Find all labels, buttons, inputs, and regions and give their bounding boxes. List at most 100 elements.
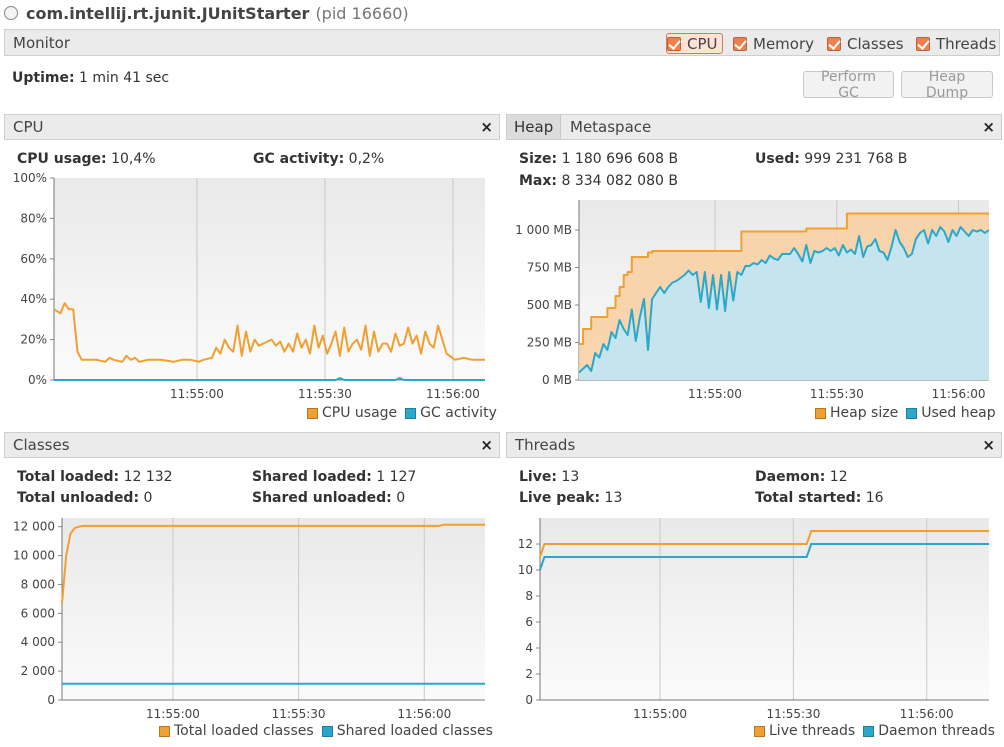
live-stat: Live: 13 <box>519 469 579 485</box>
daemon-stat: Daemon: 12 <box>755 469 848 485</box>
total-loaded-label: Total loaded: <box>17 469 120 485</box>
legend-swatch <box>906 407 918 419</box>
y-tick-label: 0 <box>525 693 533 707</box>
classes-panel-header: Classes × <box>4 432 500 458</box>
legend-cpu-usage: CPU usage <box>322 405 398 421</box>
monitor-label: Monitor <box>13 34 71 52</box>
daemon-value: 12 <box>829 469 848 485</box>
cpu-usage-value: 10,4% <box>111 151 156 167</box>
live-peak-label: Live peak: <box>519 490 601 506</box>
uptime-label: Uptime: <box>12 70 75 86</box>
close-icon[interactable]: × <box>480 436 493 454</box>
close-icon[interactable]: × <box>480 118 493 136</box>
live-peak-value: 13 <box>604 490 623 506</box>
y-tick-label: 2 000 <box>21 664 55 678</box>
legend-used-heap: Used heap <box>921 405 996 421</box>
shared-unloaded-label: Shared unloaded: <box>252 490 392 506</box>
window-radio-icon <box>4 6 18 20</box>
x-tick-label: 11:55:30 <box>810 387 864 401</box>
y-tick-label: 4 <box>525 641 533 655</box>
plot-background <box>54 178 485 380</box>
uptime: Uptime: 1 min 41 sec <box>12 70 169 86</box>
legend-shared-loaded: Shared loaded classes <box>336 723 493 739</box>
y-tick-label: 6 000 <box>21 606 55 620</box>
classes-checkbox[interactable]: Classes <box>827 33 904 54</box>
heap-used-stat: Used: 999 231 768 B <box>755 151 907 167</box>
heap-size-stat: Size: 1 180 696 608 B <box>519 151 678 167</box>
gc-activity-stat: GC activity: 0,2% <box>253 151 384 167</box>
perform-gc-button[interactable]: Perform GC <box>803 69 894 101</box>
cpu-panel-header: CPU × <box>4 114 500 140</box>
cpu-chart: 11:55:00 11:55:30 11:56:00 0% 20% 40% 60% 80% 10… <box>13 171 485 401</box>
total-started-stat: Total started: 16 <box>755 490 884 506</box>
daemon-label: Daemon: <box>755 469 826 485</box>
x-tick-label: 11:55:00 <box>688 387 742 401</box>
total-loaded-classes-series <box>61 523 485 604</box>
tab-metaspace[interactable]: Metaspace <box>570 118 652 136</box>
legend-swatch <box>405 407 417 419</box>
heap-max-value: 8 334 082 080 B <box>561 173 678 189</box>
process-pid: (pid 16660) <box>315 3 409 23</box>
legend-swatch <box>815 407 826 419</box>
heap-size-series <box>579 212 989 345</box>
heap-chart: 11:55:00 11:55:30 11:56:00 0 MB 250 MB 500 MB… <box>515 200 990 401</box>
shared-unloaded-stat: Shared unloaded: 0 <box>252 490 405 506</box>
y-tick-label: 2 <box>525 667 533 681</box>
shared-loaded-label: Shared loaded: <box>252 469 372 485</box>
x-tick-label: 11:55:30 <box>766 707 820 721</box>
heap-dump-button[interactable]: Heap Dump <box>901 69 993 101</box>
used-heap-series <box>578 226 990 374</box>
cpu-usage-stat: CPU usage: 10,4% <box>17 151 156 167</box>
total-started-label: Total started: <box>755 490 862 506</box>
daemon-threads-series <box>539 543 989 571</box>
threads-chart: 11:55:00 11:55:30 11:56:00 0 2 4 6 8 10 12 <box>518 518 989 721</box>
close-icon[interactable]: × <box>982 436 995 454</box>
y-tick-label: 8 <box>525 589 533 603</box>
total-unloaded-value: 0 <box>143 490 153 506</box>
legend-heap-size: Heap size <box>830 405 899 421</box>
y-tick-label: 12 <box>518 537 533 551</box>
window-title: com.intellij.rt.junit.JUnitStarter (pid … <box>4 2 409 24</box>
close-icon[interactable]: × <box>982 118 995 136</box>
gc-activity-label: GC activity: <box>253 151 345 167</box>
legend-swatch <box>159 725 170 737</box>
y-tick-label: 60% <box>20 252 47 266</box>
gc-activity-series <box>54 377 485 381</box>
heap-max-stat: Max: 8 334 082 080 B <box>519 173 678 189</box>
y-tick-label: 20% <box>20 333 47 347</box>
y-tick-label: 0 <box>47 693 55 707</box>
legend-live-threads: Live threads <box>769 723 856 739</box>
checkbox-checked-icon <box>916 36 930 51</box>
total-started-value: 16 <box>865 490 884 506</box>
classes-panel-title: Classes <box>13 436 70 454</box>
gc-activity-value: 0,2% <box>348 151 385 167</box>
heap-legend: Heap size Used heap <box>807 405 996 421</box>
threads-panel-title: Threads <box>515 436 576 454</box>
tab-heap[interactable]: Heap <box>507 115 562 139</box>
x-tick-label: 11:55:30 <box>272 707 326 721</box>
y-tick-label: 10 <box>518 563 533 577</box>
cpu-usage-label: CPU usage: <box>17 151 107 167</box>
cpu-checkbox[interactable]: CPU <box>666 33 723 54</box>
cpu-legend: CPU usage GC activity <box>299 405 497 421</box>
threads-checkbox-label: Threads <box>936 34 997 53</box>
cpu-usage-series <box>53 302 485 363</box>
threads-legend: Live threads Daemon threads <box>746 723 995 739</box>
y-tick-label: 1 000 MB <box>515 223 572 237</box>
y-tick-label: 4 000 <box>21 635 55 649</box>
total-loaded-value: 12 132 <box>123 469 173 485</box>
threads-checkbox[interactable]: Threads <box>916 33 996 54</box>
used-heap-area <box>579 227 989 380</box>
checkbox-checked-icon <box>667 36 681 51</box>
memory-checkbox[interactable]: Memory <box>733 33 814 54</box>
y-tick-label: 0 MB <box>542 373 572 387</box>
y-tick-label: 750 MB <box>527 261 572 275</box>
live-value: 13 <box>561 469 580 485</box>
legend-swatch <box>307 407 318 419</box>
checkbox-checked-icon <box>827 36 841 51</box>
threads-panel-header: Threads × <box>506 432 1002 458</box>
y-tick-label: 0% <box>28 373 47 387</box>
shared-loaded-value: 1 127 <box>376 469 417 485</box>
heap-max-label: Max: <box>519 173 558 189</box>
uptime-value: 1 min 41 sec <box>79 70 170 86</box>
